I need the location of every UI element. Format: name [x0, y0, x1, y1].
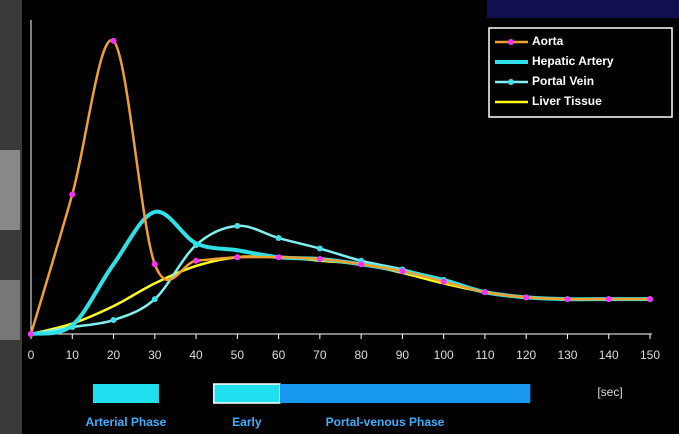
x-tick-label: 150 — [640, 348, 660, 362]
x-tick-label: 70 — [313, 348, 327, 362]
point — [358, 261, 365, 268]
point — [193, 257, 200, 264]
point — [605, 296, 612, 303]
header-strip — [487, 0, 679, 18]
x-tick-label: 110 — [475, 348, 494, 362]
x-tick-label: 140 — [599, 348, 619, 362]
legend-label: Hepatic Artery — [532, 54, 614, 68]
point — [523, 294, 530, 301]
legend-marker — [508, 79, 514, 85]
x-tick-label: 100 — [434, 348, 454, 362]
x-tick-label: 30 — [148, 348, 162, 362]
point — [234, 222, 241, 229]
legend-marker — [508, 39, 514, 45]
legend-label: Aorta — [532, 34, 564, 48]
point — [151, 296, 158, 303]
phase-bar — [279, 384, 531, 403]
x-tick-label: 0 — [28, 348, 35, 362]
x-tick-label: 120 — [516, 348, 536, 362]
x-tick-label: 90 — [396, 348, 410, 362]
x-tick-label: 50 — [231, 348, 245, 362]
x-unit: [sec] — [597, 385, 622, 399]
x-tick-label: 60 — [272, 348, 286, 362]
phase-label: Early — [232, 415, 262, 429]
point — [316, 245, 323, 252]
point — [481, 289, 488, 296]
phase-label: Portal-venous Phase — [326, 415, 445, 429]
point — [275, 235, 282, 242]
point — [440, 278, 447, 285]
x-tick-label: 40 — [189, 348, 203, 362]
point — [110, 37, 117, 44]
point — [647, 296, 653, 303]
point — [151, 261, 158, 268]
phase-label: Arterial Phase — [86, 415, 167, 429]
point — [28, 331, 34, 337]
point — [316, 255, 323, 262]
legend-label: Portal Vein — [532, 74, 594, 88]
ct-image-edge — [0, 150, 20, 230]
phase-bar — [213, 383, 281, 404]
x-tick-label: 20 — [107, 348, 121, 362]
phase-bar — [92, 384, 159, 403]
x-tick-label: 10 — [66, 348, 80, 362]
x-tick-label: 80 — [354, 348, 368, 362]
x-tick-label: 130 — [557, 348, 577, 362]
point — [69, 191, 76, 198]
point — [399, 268, 406, 275]
point — [564, 296, 571, 303]
point — [110, 317, 117, 324]
point — [275, 254, 282, 261]
ct-image-edge — [0, 280, 20, 340]
point — [234, 254, 241, 261]
legend-label: Liver Tissue — [532, 94, 602, 108]
